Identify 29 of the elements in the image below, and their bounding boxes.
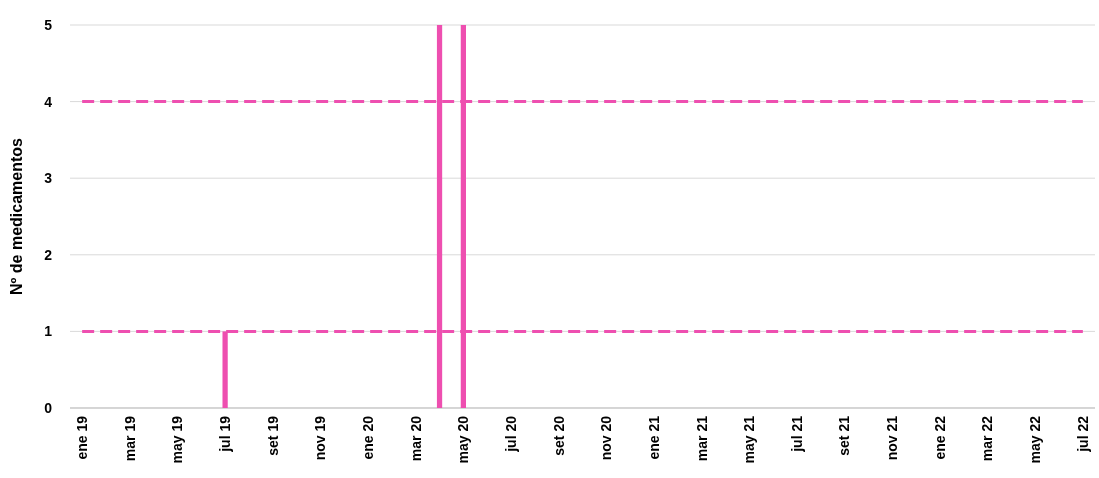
x-tick-label: may 20 <box>455 415 472 464</box>
x-tick-label: ene 21 <box>645 415 662 460</box>
y-tick-label: 1 <box>44 323 53 340</box>
x-tick-label: mar 22 <box>979 415 996 462</box>
x-tick-label: nov 19 <box>312 415 329 461</box>
x-tick-label: may 19 <box>169 415 186 464</box>
x-tick-label: nov 20 <box>598 415 615 461</box>
x-tick-label: nov 21 <box>884 415 901 461</box>
y-tick-label: 5 <box>44 16 53 33</box>
x-tick-label: jul 19 <box>217 415 234 453</box>
y-tick-label: 0 <box>44 399 53 416</box>
y-axis-title: Nº de medicamentos <box>8 137 25 295</box>
x-tick-label: jul 21 <box>788 415 805 453</box>
x-tick-label: ene 20 <box>359 415 376 460</box>
x-tick-label: mar 20 <box>407 415 424 462</box>
y-tick-label: 4 <box>44 93 53 110</box>
x-tick-label: ene 19 <box>74 415 91 460</box>
x-tick-label: set 19 <box>264 415 281 456</box>
x-tick-label: may 22 <box>1027 415 1044 464</box>
y-tick-label: 2 <box>44 246 53 263</box>
x-tick-label: set 20 <box>550 415 567 456</box>
x-tick-label: mar 21 <box>693 415 710 462</box>
y-tick-label: 3 <box>44 170 53 187</box>
x-tick-label: ene 22 <box>931 415 948 460</box>
x-tick-label: set 21 <box>836 415 853 456</box>
x-tick-label: jul 22 <box>1074 415 1091 453</box>
x-tick-label: jul 20 <box>502 415 519 453</box>
x-tick-label: may 21 <box>741 415 758 464</box>
x-tick-label: mar 19 <box>121 415 138 462</box>
